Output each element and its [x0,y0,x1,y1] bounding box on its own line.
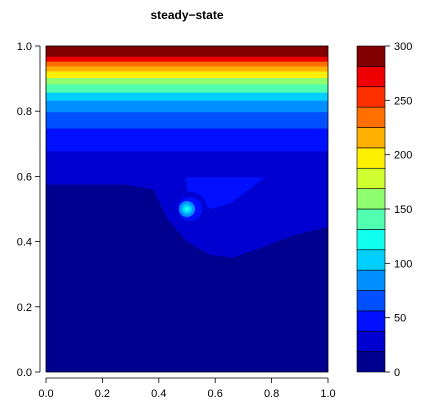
colorbar-tick-label: 150 [394,204,412,216]
x-tick-label: 0.4 [151,388,166,400]
y-tick-label: 0.6 [17,171,32,183]
colorbar-swatch [356,208,386,230]
y-tick-label: 0.8 [17,106,32,118]
colorbar-swatch [356,127,386,149]
y-tick-label: 0.4 [17,237,32,249]
y-tick-label: 1.0 [17,41,32,53]
field-band [46,46,328,51]
colorbar-tick-label: 100 [394,258,412,270]
colorbar-tick-label: 0 [394,367,400,379]
colorbar-swatch [356,330,386,352]
colorbar-swatch [356,86,386,108]
x-tick-label: 1.0 [320,388,335,400]
colorbar-swatch [356,351,386,373]
hotspot-ring [184,206,190,212]
colorbar-swatch [356,290,386,312]
x-tick-label: 0.2 [95,388,110,400]
x-tick-label: 0.0 [38,388,53,400]
colorbar-swatch [356,269,386,291]
y-axis: 0.0 0.2 0.4 0.6 0.8 1.0 [17,41,41,379]
colorbar-swatch [356,167,386,189]
x-axis: 0.0 0.2 0.4 0.6 0.8 1.0 [38,377,336,400]
y-tick-label: 0.2 [17,302,32,314]
colorbar-tick-label: 300 [394,41,412,53]
colorbar [356,45,386,373]
x-tick-label: 0.6 [208,388,223,400]
colorbar-axis: 0 50 100 150 200 250 300 [385,41,412,379]
colorbar-swatch [356,66,386,88]
colorbar-tick-label: 50 [394,313,406,325]
heatmap-field [46,46,328,372]
colorbar-swatch [356,45,386,67]
colorbar-swatch [356,310,386,332]
plot-area [45,45,329,373]
colorbar-swatch [356,229,386,251]
chart-title: steady−state [150,8,223,22]
x-tick-label: 0.8 [264,388,279,400]
plot-frame [45,45,329,373]
colorbar-tick-label: 200 [394,150,412,162]
colorbar-swatch [356,249,386,271]
colorbar-swatch [356,147,386,169]
colorbar-tick-label: 250 [394,95,412,107]
field-band [46,46,328,57]
colorbar-swatch [356,188,386,210]
y-tick-label: 0.0 [17,367,32,379]
colorbar-swatch [356,106,386,128]
